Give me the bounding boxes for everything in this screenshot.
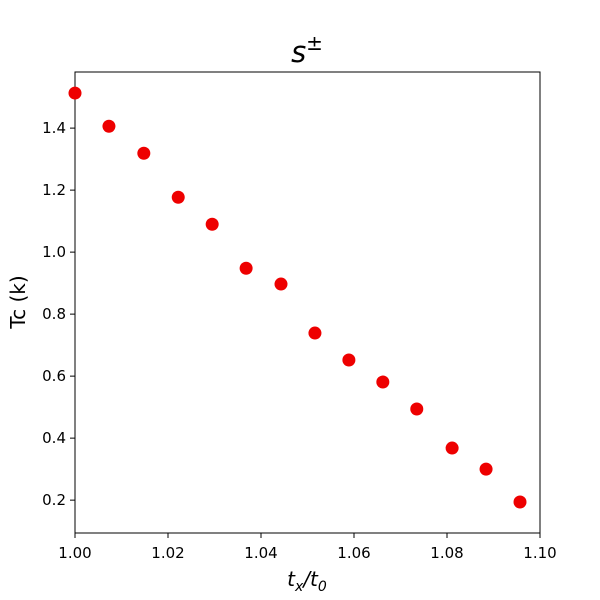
data-point <box>445 441 459 455</box>
y-tick-label: 1.2 <box>42 181 66 199</box>
x-tick-label: 1.00 <box>58 544 91 562</box>
chart-title: s± <box>291 31 323 69</box>
x-tick-label: 1.04 <box>244 544 277 562</box>
y-axis-label: Tc (k) <box>6 275 30 329</box>
data-point <box>308 326 322 340</box>
x-axis-label-part: 0 <box>318 579 327 595</box>
y-tick-label: 0.8 <box>42 305 66 323</box>
data-point <box>239 261 253 275</box>
x-axis-label: tx/t0 <box>287 567 327 595</box>
data-point <box>513 495 527 509</box>
x-axis-label-part: x <box>294 579 304 595</box>
data-point <box>68 86 82 100</box>
y-tick-label: 0.2 <box>42 491 66 509</box>
data-point <box>205 217 219 231</box>
data-point <box>479 462 493 476</box>
y-tick-label: 0.6 <box>42 367 66 385</box>
y-tick-label: 0.4 <box>42 429 66 447</box>
x-axis-label-part: t <box>287 567 296 591</box>
data-point <box>137 146 151 160</box>
x-tick-label: 1.06 <box>337 544 370 562</box>
data-point <box>171 190 185 204</box>
data-point <box>376 375 390 389</box>
x-tick-label: 1.10 <box>523 544 556 562</box>
data-point <box>342 353 356 367</box>
x-axis-label-part: /t <box>301 567 319 591</box>
y-tick-label: 1.0 <box>42 243 66 261</box>
x-tick-label: 1.02 <box>151 544 184 562</box>
x-tick-label: 1.08 <box>430 544 463 562</box>
plot-frame <box>74 71 541 534</box>
y-tick-label: 1.4 <box>42 119 66 137</box>
data-point <box>274 277 288 291</box>
data-point <box>410 402 424 416</box>
data-point <box>102 119 116 133</box>
